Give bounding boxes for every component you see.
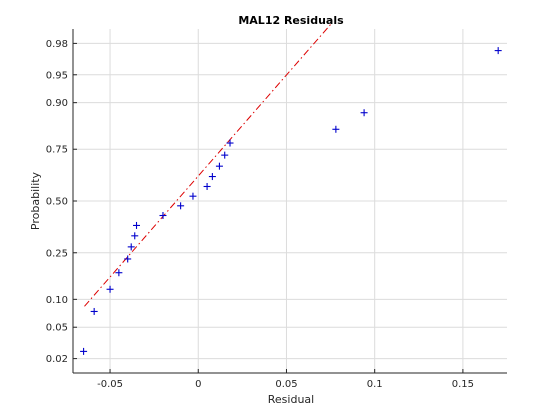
y-tick-label: 0.98 [46,39,68,50]
y-tick-labels: 0.02 0.05 0.10 0.25 0.50 0.75 0.90 0.95 0.98 [46,39,68,365]
data-point [215,162,223,170]
data-point [189,192,197,200]
x-tick-labels: -0.05 0 0.05 0.1 0.15 [97,379,474,390]
data-point [90,307,98,315]
chart-title: MAL12 Residuals [238,14,344,27]
y-tick-label: 0.75 [46,145,68,156]
x-tick-label: 0.1 [367,379,383,390]
axes [72,29,507,374]
data-point [131,232,139,240]
y-tick-label: 0.50 [46,197,68,208]
data-point [226,139,234,147]
data-point [80,347,88,355]
data-point [133,221,141,229]
x-tick-label: 0 [195,379,201,390]
data-point [177,202,185,210]
data-points [80,47,502,355]
y-axis-label: Probability [29,171,42,230]
y-tick-label: 0.02 [46,354,68,365]
y-tick-label: 0.05 [46,323,68,334]
y-tick-label: 0.25 [46,248,68,259]
y-tick-label: 0.10 [46,295,68,306]
data-point [494,47,502,55]
x-tick-label: 0.05 [275,379,297,390]
data-point [106,285,114,293]
data-point [332,125,340,133]
x-tick-label: 0.15 [452,379,474,390]
x-tick-label: -0.05 [97,379,123,390]
data-point [115,269,123,277]
data-point [203,182,211,190]
grid [73,29,507,373]
data-point [159,212,167,220]
data-point [124,255,132,263]
data-point [208,173,216,181]
x-axis-label: Residual [268,393,314,406]
data-point [360,109,368,117]
y-tick-label: 0.95 [46,70,68,81]
data-point [127,243,135,251]
y-tick-label: 0.90 [46,98,68,109]
data-point [221,151,229,159]
